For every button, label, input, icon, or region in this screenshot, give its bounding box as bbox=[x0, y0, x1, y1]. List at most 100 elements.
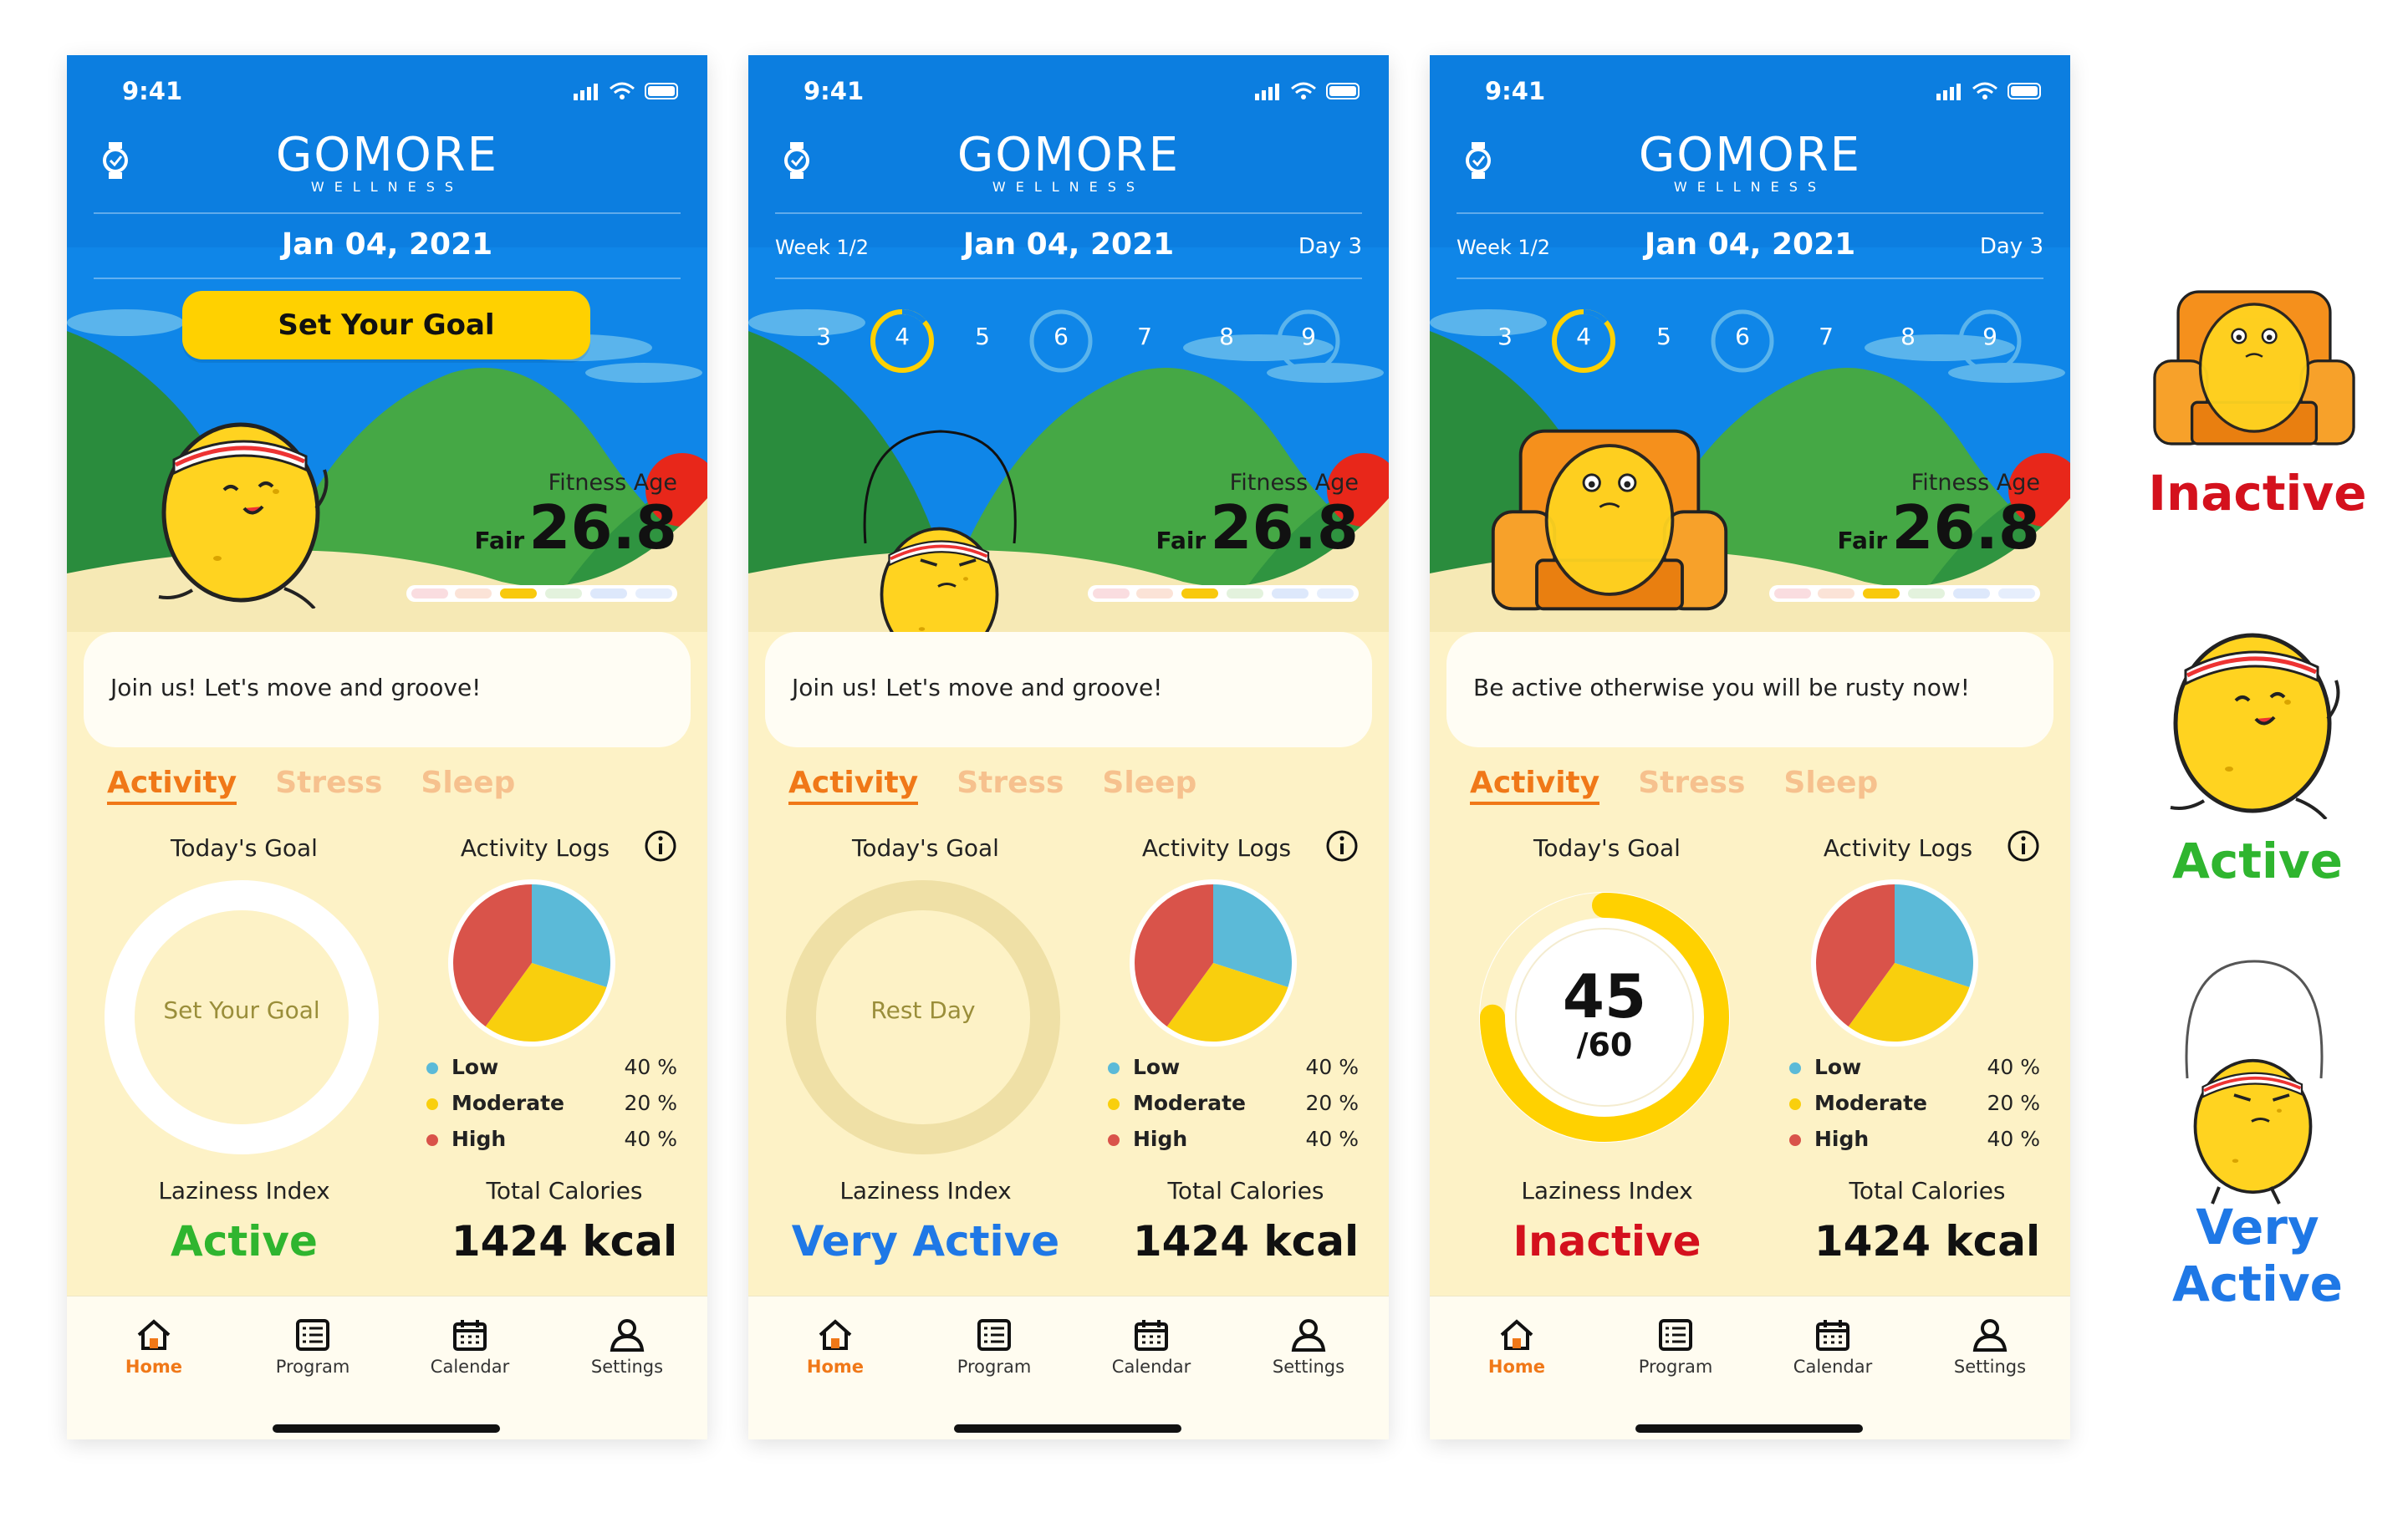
nav-home[interactable]: Home bbox=[777, 1318, 894, 1377]
laziness-index-value: Very Active bbox=[791, 1217, 1060, 1266]
pie-slice-moderate bbox=[1166, 963, 1288, 1042]
home-indicator bbox=[954, 1424, 1181, 1433]
tab-activity[interactable]: Activity bbox=[788, 766, 919, 805]
activity-logs-label: Activity Logs bbox=[1141, 834, 1292, 862]
day-number[interactable]: 3 bbox=[816, 323, 831, 350]
message-card: Join us! Let's move and groove! bbox=[84, 632, 691, 747]
status-time: 9:41 bbox=[122, 77, 183, 105]
day-ring bbox=[1277, 309, 1340, 373]
legend-row: High 40 % bbox=[426, 1127, 677, 1163]
message-text: Join us! Let's move and groove! bbox=[792, 674, 1163, 701]
pie-slice-low bbox=[1213, 884, 1292, 987]
tab-stress[interactable]: Stress bbox=[1638, 766, 1746, 800]
header-scene: 9:41 GOMORE WELLNESS Week 1/2 Jan 04, 20… bbox=[1430, 55, 2070, 632]
day-ring-today bbox=[870, 309, 934, 373]
tab-stress[interactable]: Stress bbox=[275, 766, 383, 800]
day-selector: 3 4 5 6 7 8 9 bbox=[1430, 306, 2070, 373]
day-number[interactable]: 5 bbox=[975, 323, 990, 350]
day-number[interactable]: 5 bbox=[1656, 323, 1671, 350]
sofa-potato-icon bbox=[1488, 423, 1731, 617]
running-potato-icon bbox=[2170, 602, 2340, 819]
activity-pie-chart bbox=[448, 879, 615, 1047]
day-number[interactable]: 8 bbox=[1900, 323, 1916, 350]
nav-program[interactable]: Program bbox=[254, 1318, 371, 1377]
legend-row: High 40 % bbox=[1789, 1127, 2040, 1163]
todays-goal-label: Today's Goal bbox=[171, 834, 318, 862]
fitness-age-label: Fitness Age bbox=[1911, 470, 2040, 496]
home-icon bbox=[137, 1319, 171, 1350]
nav-home[interactable]: Home bbox=[1458, 1318, 1575, 1377]
watch-icon[interactable] bbox=[102, 142, 129, 179]
day-number[interactable]: 9 bbox=[1982, 323, 1997, 350]
nav-settings[interactable]: Settings bbox=[1250, 1318, 1367, 1377]
legend-name: Moderate bbox=[1133, 1091, 1247, 1115]
header-scene: 9:41 GOMORE WELLNESS Jan 04, 2021 Set Yo… bbox=[67, 55, 707, 632]
day-number[interactable]: 6 bbox=[1735, 323, 1750, 350]
info-icon[interactable] bbox=[644, 829, 677, 863]
jumprope-potato-icon bbox=[2185, 960, 2324, 1205]
message-text: Join us! Let's move and groove! bbox=[110, 674, 482, 701]
total-calories-label: Total Calories bbox=[1849, 1177, 2006, 1205]
watch-icon[interactable] bbox=[783, 142, 810, 179]
legend-pct: 20 % bbox=[1987, 1091, 2040, 1115]
goal-total: /60 bbox=[1576, 1026, 1633, 1063]
message-card: Join us! Let's move and groove! bbox=[765, 632, 1372, 747]
day-number[interactable]: 4 bbox=[895, 323, 910, 350]
phone-screen-rest-day: 9:41 GOMORE WELLNESS Week 1/2 Jan 04, 20… bbox=[748, 55, 1389, 1439]
day-number[interactable]: 3 bbox=[1497, 323, 1513, 350]
fitness-age: Fitness Age Fair 26.8 bbox=[1837, 470, 2040, 558]
fitness-age-scale bbox=[1088, 585, 1359, 602]
goal-ring-text: Set Your Goal bbox=[163, 996, 320, 1024]
legend-name: Low bbox=[1133, 1055, 1181, 1079]
metric-tabs: Activity Stress Sleep bbox=[788, 766, 1235, 805]
total-calories-value: 1424 kcal bbox=[451, 1217, 678, 1266]
message-card: Be active otherwise you will be rusty no… bbox=[1446, 632, 2053, 747]
legend-pct: 20 % bbox=[624, 1091, 677, 1115]
goal-ring[interactable] bbox=[102, 878, 381, 1157]
nav-calendar[interactable]: Calendar bbox=[411, 1318, 528, 1377]
day-number[interactable]: 8 bbox=[1219, 323, 1234, 350]
day-number[interactable]: 6 bbox=[1054, 323, 1069, 350]
tab-sleep[interactable]: Sleep bbox=[1102, 766, 1197, 800]
info-icon[interactable] bbox=[2007, 829, 2040, 863]
nav-settings[interactable]: Settings bbox=[569, 1318, 686, 1377]
logo-name: GOMORE bbox=[1638, 128, 1862, 182]
day-number[interactable]: 4 bbox=[1576, 323, 1591, 350]
tab-sleep[interactable]: Sleep bbox=[421, 766, 516, 800]
nav-home[interactable]: Home bbox=[95, 1318, 212, 1377]
legend-name: Low bbox=[1814, 1055, 1862, 1079]
day-number[interactable]: 7 bbox=[1819, 323, 1834, 350]
phone-screen-inactive: 9:41 GOMORE WELLNESS Week 1/2 Jan 04, 20… bbox=[1430, 55, 2070, 1439]
todays-goal-label: Today's Goal bbox=[1533, 834, 1681, 862]
nav-program[interactable]: Program bbox=[936, 1318, 1053, 1377]
legend-row: Low 40 % bbox=[426, 1055, 677, 1091]
nav-program[interactable]: Program bbox=[1617, 1318, 1734, 1377]
home-indicator bbox=[1635, 1424, 1863, 1433]
activity-legend: Low 40 % Moderate 20 % High 40 % bbox=[426, 1055, 677, 1163]
tab-activity[interactable]: Activity bbox=[107, 766, 237, 805]
nav-calendar[interactable]: Calendar bbox=[1774, 1318, 1891, 1377]
tab-stress[interactable]: Stress bbox=[957, 766, 1064, 800]
bottom-nav: Home Program Calendar Settings bbox=[1430, 1296, 2070, 1439]
fitness-age: Fitness Age Fair 26.8 bbox=[1156, 470, 1359, 558]
laziness-index-value: Active bbox=[171, 1217, 318, 1266]
tab-sleep[interactable]: Sleep bbox=[1783, 766, 1879, 800]
set-your-goal-button[interactable]: Set Your Goal bbox=[182, 291, 590, 359]
day-number[interactable]: 9 bbox=[1301, 323, 1316, 350]
legend-name: Low bbox=[452, 1055, 499, 1079]
day-number[interactable]: 7 bbox=[1137, 323, 1152, 350]
legend-pct: 40 % bbox=[1987, 1055, 2040, 1079]
status-icons bbox=[1255, 82, 1360, 100]
day-ring bbox=[1711, 309, 1774, 373]
app-logo: GOMORE WELLNESS bbox=[67, 132, 707, 196]
pie-slice-low bbox=[1895, 884, 1973, 987]
nav-calendar[interactable]: Calendar bbox=[1093, 1318, 1210, 1377]
tab-activity[interactable]: Activity bbox=[1470, 766, 1600, 805]
fitness-age-rating: Fair bbox=[474, 527, 525, 554]
user-icon bbox=[610, 1319, 645, 1352]
message-text: Be active otherwise you will be rusty no… bbox=[1473, 674, 1971, 701]
info-icon[interactable] bbox=[1325, 829, 1359, 863]
nav-settings[interactable]: Settings bbox=[1931, 1318, 2048, 1377]
watch-icon[interactable] bbox=[1465, 142, 1492, 179]
pie-slice-high bbox=[1135, 884, 1213, 1026]
